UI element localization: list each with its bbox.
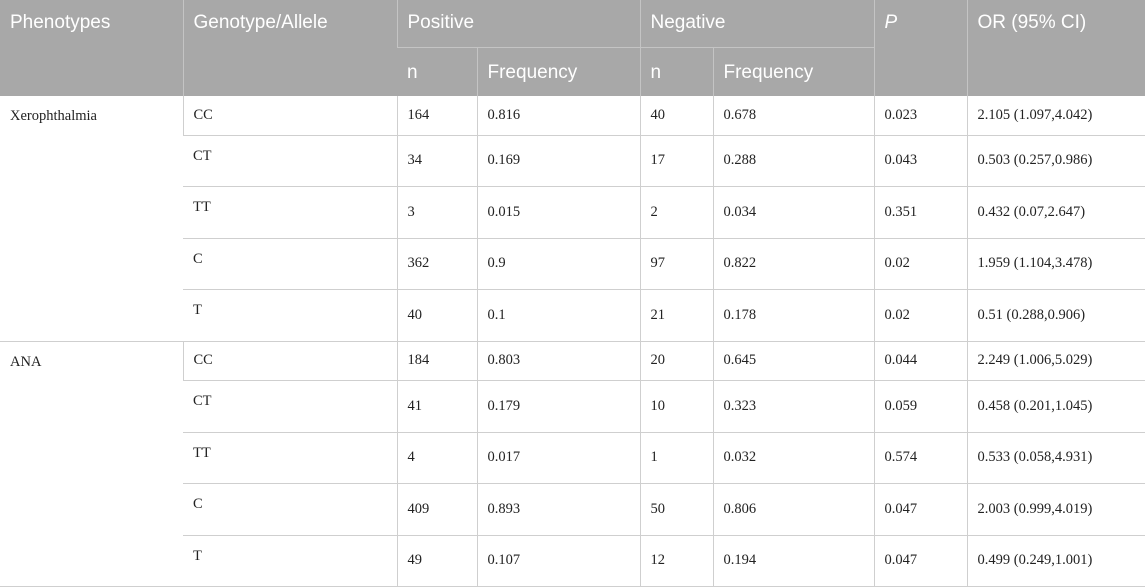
positive-n-cell: 164 <box>396 96 477 136</box>
table-row: C 362 0.9 97 0.822 0.02 1.959 (1.104,3.478) <box>0 238 1145 290</box>
negative-n-cell: 50 <box>639 483 713 536</box>
phenotype-cell: Xerophthalmia <box>0 96 183 342</box>
negative-frequency-cell: 0.194 <box>712 535 874 587</box>
negative-frequency-cell: 0.645 <box>712 341 874 381</box>
header-p-value: P <box>873 0 967 96</box>
odds-ratio-cell: 0.503 (0.257,0.986) <box>966 135 1145 187</box>
negative-frequency-cell: 0.323 <box>712 380 874 433</box>
positive-frequency-cell: 0.017 <box>476 432 640 484</box>
negative-frequency-cell: 0.032 <box>712 432 874 484</box>
negative-n-cell: 20 <box>639 341 713 381</box>
positive-n-cell: 41 <box>396 380 477 433</box>
header-positive: Positive <box>396 0 640 48</box>
p-value-cell: 0.047 <box>873 535 967 587</box>
negative-n-cell: 2 <box>639 186 713 239</box>
positive-frequency-cell: 0.803 <box>476 341 640 381</box>
table-row: Xerophthalmia CC 164 0.816 40 0.678 0.023 2.105… <box>0 96 1145 342</box>
genotype-cell: T <box>183 289 397 342</box>
table-row: TT 4 0.017 1 0.032 0.574 0.533 (0.058,4.931) <box>0 432 1145 484</box>
header-positive-frequency: Frequency <box>476 47 640 96</box>
header-negative-n: n <box>639 47 713 96</box>
positive-frequency-cell: 0.015 <box>476 186 640 239</box>
positive-n-cell: 362 <box>396 238 477 290</box>
header-phenotypes: Phenotypes <box>0 0 183 96</box>
odds-ratio-cell: 0.533 (0.058,4.931) <box>966 432 1145 484</box>
p-value-cell: 0.574 <box>873 432 967 484</box>
negative-n-cell: 21 <box>639 289 713 342</box>
positive-frequency-cell: 0.107 <box>476 535 640 587</box>
p-value-cell: 0.02 <box>873 289 967 342</box>
positive-frequency-cell: 0.816 <box>476 96 640 136</box>
negative-frequency-cell: 0.034 <box>712 186 874 239</box>
table-row: CT 41 0.179 10 0.323 0.059 0.458 (0.201,1.045) <box>0 380 1145 433</box>
genotype-cell: T <box>183 535 397 587</box>
p-value-cell: 0.043 <box>873 135 967 187</box>
p-value-cell: 0.059 <box>873 380 967 433</box>
negative-n-cell: 17 <box>639 135 713 187</box>
genotype-cell: CC <box>182 341 397 381</box>
negative-frequency-cell: 0.806 <box>712 483 874 536</box>
negative-n-cell: 1 <box>639 432 713 484</box>
header-genotype: Genotype/Allele <box>182 0 397 96</box>
phenotype-cell: ANA <box>0 341 183 587</box>
p-value-cell: 0.047 <box>873 483 967 536</box>
positive-frequency-cell: 0.169 <box>476 135 640 187</box>
negative-n-cell: 12 <box>639 535 713 587</box>
positive-n-cell: 34 <box>396 135 477 187</box>
positive-frequency-cell: 0.179 <box>476 380 640 433</box>
table-row: CT 34 0.169 17 0.288 0.043 0.503 (0.257,0.986) <box>0 135 1145 187</box>
odds-ratio-cell: 0.499 (0.249,1.001) <box>966 535 1145 587</box>
genotype-cell: CC <box>182 96 397 136</box>
header-negative: Negative <box>639 0 874 48</box>
odds-ratio-cell: 0.432 (0.07,2.647) <box>966 186 1145 239</box>
odds-ratio-cell: 2.003 (0.999,4.019) <box>966 483 1145 536</box>
positive-n-cell: 3 <box>396 186 477 239</box>
negative-n-cell: 40 <box>639 96 713 136</box>
positive-n-cell: 4 <box>396 432 477 484</box>
p-value-cell: 0.351 <box>873 186 967 239</box>
p-value-cell: 0.023 <box>873 96 967 136</box>
odds-ratio-cell: 2.249 (1.006,5.029) <box>966 341 1145 381</box>
negative-n-cell: 10 <box>639 380 713 433</box>
genotype-cell: TT <box>183 432 397 484</box>
table-row: T 40 0.1 21 0.178 0.02 0.51 (0.288,0.906) <box>0 289 1145 342</box>
positive-n-cell: 184 <box>396 341 477 381</box>
table-row: TT 3 0.015 2 0.034 0.351 0.432 (0.07,2.647) <box>0 186 1145 239</box>
header-odds-ratio: OR (95% CI) <box>966 0 1145 96</box>
table-row: ANA CC 184 0.803 20 0.645 0.044 2.249 (1.006,5.… <box>0 341 1145 587</box>
odds-ratio-cell: 0.51 (0.288,0.906) <box>966 289 1145 342</box>
positive-n-cell: 40 <box>396 289 477 342</box>
odds-ratio-cell: 2.105 (1.097,4.042) <box>966 96 1145 136</box>
positive-frequency-cell: 0.893 <box>476 483 640 536</box>
header-positive-n: n <box>397 47 477 96</box>
positive-n-cell: 49 <box>396 535 477 587</box>
p-value-cell: 0.044 <box>873 341 967 381</box>
negative-frequency-cell: 0.288 <box>712 135 874 187</box>
positive-frequency-cell: 0.1 <box>476 289 640 342</box>
p-value-cell: 0.02 <box>873 238 967 290</box>
negative-frequency-cell: 0.178 <box>712 289 874 342</box>
positive-frequency-cell: 0.9 <box>476 238 640 290</box>
odds-ratio-cell: 0.458 (0.201,1.045) <box>966 380 1145 433</box>
table-header: Phenotypes Genotype/Allele Positive Nega… <box>0 0 1145 96</box>
negative-frequency-cell: 0.822 <box>712 238 874 290</box>
header-negative-frequency: Frequency <box>712 47 874 96</box>
table-body: Xerophthalmia CC 164 0.816 40 0.678 0.023 2.105… <box>0 96 1145 587</box>
genotype-cell: C <box>183 238 397 290</box>
positive-n-cell: 409 <box>396 483 477 536</box>
odds-ratio-cell: 1.959 (1.104,3.478) <box>966 238 1145 290</box>
negative-n-cell: 97 <box>639 238 713 290</box>
genotype-cell: CT <box>183 135 397 187</box>
genotype-cell: CT <box>183 380 397 433</box>
negative-frequency-cell: 0.678 <box>712 96 874 136</box>
genotype-cell: C <box>183 483 397 536</box>
genotype-cell: TT <box>183 186 397 239</box>
